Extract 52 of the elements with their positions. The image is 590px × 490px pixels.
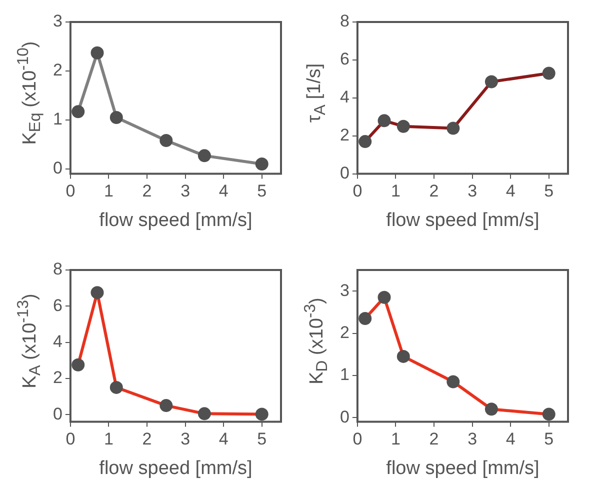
- y-tick-label: 0: [340, 407, 350, 426]
- x-axis-title: flow speed [mm/s]: [99, 210, 252, 231]
- x-tick-label: 2: [142, 430, 152, 449]
- x-tick-label: 2: [429, 182, 439, 201]
- x-tick-label: 2: [429, 430, 439, 449]
- x-tick-label: 4: [218, 182, 228, 201]
- x-tick-label: 3: [468, 430, 478, 449]
- y-tick-label: 0: [52, 158, 62, 178]
- x-tick-label: 4: [506, 430, 516, 449]
- x-tick-label: 4: [506, 182, 516, 201]
- x-tick-label: 4: [218, 430, 228, 449]
- y-tick-label: 2: [52, 60, 62, 80]
- y-tick-label: 0: [340, 163, 350, 182]
- y-tick-label: 0: [52, 404, 62, 424]
- y-tick-label: 2: [340, 322, 350, 342]
- x-tick-label: 5: [544, 430, 554, 449]
- y-tick-label: 4: [52, 332, 62, 351]
- x-tick-label: 2: [142, 182, 152, 201]
- y-tick-label: 1: [340, 365, 350, 384]
- y-tick-label: 2: [52, 368, 62, 388]
- point: [160, 134, 173, 147]
- y-tick-label: 8: [52, 260, 62, 279]
- x-axis-title: flow speed [mm/s]: [386, 458, 540, 479]
- x-tick-label: 1: [104, 430, 114, 449]
- x-tick-label: 0: [352, 182, 362, 201]
- y-tick-label: 6: [340, 50, 350, 69]
- y-tick-label: 8: [340, 12, 350, 31]
- x-tick-label: 1: [391, 430, 400, 449]
- point: [90, 46, 104, 60]
- point: [255, 158, 268, 171]
- x-tick-label: 3: [468, 182, 478, 201]
- x-axis-title: flow speed [mm/s]: [99, 458, 252, 479]
- x-tick-label: 5: [544, 182, 554, 201]
- x-axis-title: flow speed [mm/s]: [386, 210, 540, 231]
- y-tick-label: 1: [52, 110, 62, 129]
- x-tick-label: 3: [180, 182, 190, 201]
- point: [110, 110, 123, 124]
- y-tick-label: 2: [340, 126, 350, 145]
- x-tick-label: 0: [66, 430, 76, 449]
- x-tick-label: 5: [257, 182, 267, 201]
- x-tick-label: 0: [352, 430, 362, 449]
- point: [72, 105, 85, 118]
- x-tick-label: 5: [257, 430, 267, 449]
- x-tick-label: 3: [180, 430, 190, 449]
- point: [198, 149, 211, 162]
- y-tick-label: 4: [340, 88, 350, 107]
- y-tick-label: 3: [52, 12, 62, 31]
- y-tick-label: 3: [340, 280, 350, 300]
- x-tick-label: 0: [66, 182, 76, 201]
- x-tick-label: 1: [391, 182, 400, 201]
- x-tick-label: 1: [104, 182, 114, 201]
- y-tick-label: 6: [52, 296, 62, 315]
